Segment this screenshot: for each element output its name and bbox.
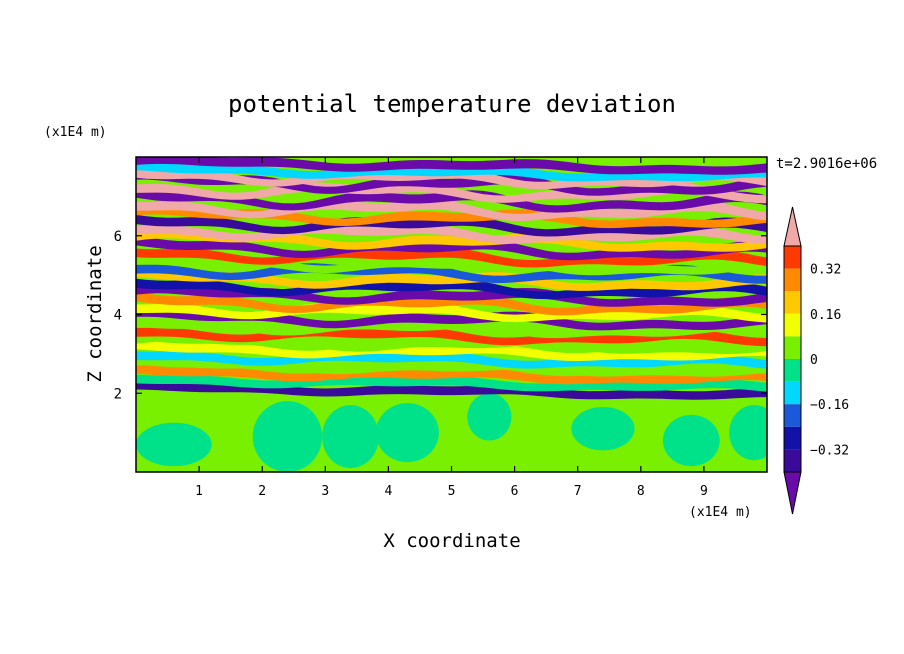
colorbar-box (784, 291, 801, 314)
colorbar-box (784, 246, 801, 269)
colorbar-box (784, 381, 801, 405)
y-unit-label: (x1E4 m) (44, 125, 107, 140)
colorbar-max-triangle (783, 206, 802, 247)
colorbar-tick-label: −0.32 (810, 443, 849, 458)
y-tick-label: 6 (114, 229, 122, 245)
contour-band (136, 248, 767, 268)
colorbar-box (784, 359, 801, 382)
colorbar-tick-label: −0.16 (810, 398, 849, 413)
y-axis-ticks: 2 4 6 (114, 229, 767, 402)
contour-band (136, 306, 767, 331)
colorbar-tick-label: 0 (810, 353, 818, 368)
plume-blob (467, 393, 512, 441)
colorbar-tick-label: 0.16 (810, 308, 841, 323)
colorbar-box (784, 313, 801, 337)
contour-band (136, 204, 767, 229)
contour-band (136, 380, 767, 400)
contour-band (136, 160, 767, 182)
time-label: t=2.9016e+06 (776, 156, 877, 172)
contour-band (136, 251, 767, 276)
x-axis-ticks: 1 2 3 4 5 6 7 8 9 (195, 157, 708, 499)
contour-band (136, 339, 767, 361)
x-tick-label: 9 (700, 484, 708, 499)
x-tick-label: 6 (511, 484, 519, 499)
chart-title: potential temperature deviation (228, 90, 676, 118)
contour-band (136, 317, 767, 339)
x-tick-label: 1 (195, 484, 203, 499)
plume-blob (136, 422, 212, 467)
contour-band (136, 157, 767, 175)
x-tick-label: 2 (258, 484, 266, 499)
x-tick-label: 8 (637, 484, 645, 499)
plume-blob (322, 405, 379, 469)
contour-band (136, 267, 767, 291)
x-unit-label: (x1E4 m) (689, 505, 752, 520)
x-axis-label: X coordinate (383, 530, 520, 552)
plume-blob (375, 403, 439, 463)
y-tick-label: 2 (114, 386, 122, 402)
x-tick-label: 7 (574, 484, 582, 499)
x-tick-label: 4 (384, 484, 392, 499)
plume-blob (571, 407, 635, 451)
x-tick-label: 3 (321, 484, 329, 499)
x-tick-label: 5 (448, 484, 456, 499)
plume-blob (729, 405, 767, 461)
plume-blob (252, 401, 323, 472)
colorbar: 0.32 0.16 0 −0.16 −0.32 (783, 206, 849, 515)
colorbar-frame (783, 245, 802, 473)
contour-band (136, 283, 767, 307)
contour-band (136, 169, 767, 196)
contour-band (136, 235, 767, 261)
colorbar-box (784, 426, 801, 450)
contour-band (136, 374, 767, 392)
contour-band (136, 291, 767, 316)
plume-blob (662, 414, 720, 467)
contour-band (136, 214, 767, 237)
y-tick-label: 4 (114, 308, 122, 324)
contour-band (136, 278, 767, 300)
colorbar-min-triangle (783, 471, 802, 515)
y-axis-label: Z coordinate (84, 245, 106, 382)
colorbar-box (784, 404, 801, 427)
contour-band (136, 364, 767, 385)
colorbar-box (784, 449, 801, 472)
colorbar-box (784, 336, 801, 359)
colorbar-tick-label: 0.32 (810, 263, 841, 278)
contour-band (136, 168, 767, 190)
contour-field (136, 157, 767, 472)
contour-band (136, 188, 767, 213)
lower-layer (136, 393, 767, 472)
colorbar-box (784, 268, 801, 292)
contour-band (136, 355, 767, 377)
